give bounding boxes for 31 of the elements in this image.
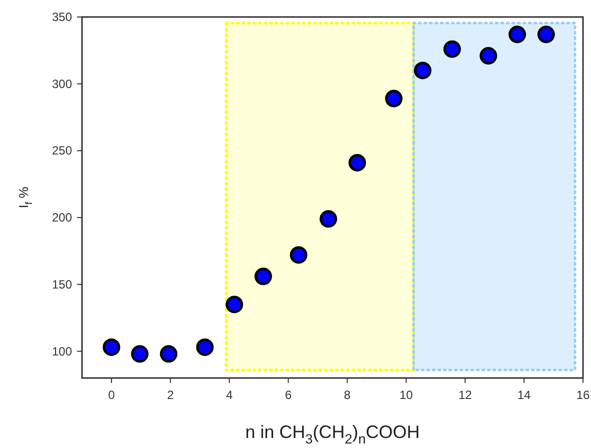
point: [254, 268, 272, 286]
point: [320, 210, 338, 228]
point: [385, 90, 403, 108]
point: [196, 338, 214, 356]
point: [348, 154, 366, 172]
y-tick-label: 200: [52, 210, 72, 225]
point: [131, 345, 149, 363]
x-tick-label: 10: [399, 388, 414, 402]
point: [508, 26, 526, 44]
point: [414, 62, 432, 80]
point: [226, 296, 244, 314]
point: [102, 338, 120, 356]
x-tick-label: 8: [344, 388, 351, 402]
point: [290, 246, 308, 264]
y-tick-label: 250: [52, 144, 72, 158]
x-tick-label: 4: [226, 388, 234, 402]
y-tick-label: 150: [52, 277, 72, 292]
x-tick-label: 12: [458, 388, 472, 402]
point: [443, 40, 461, 58]
x-axis-title: n in CH$_{3}$(CH$_{2}$)$_{n}$COOH: [245, 422, 420, 446]
x-tick-label: 16: [576, 388, 590, 402]
point: [537, 26, 555, 44]
x-tick-label: 2: [167, 388, 174, 402]
y-tick-label: 100: [52, 344, 72, 358]
point: [160, 345, 178, 363]
y-tick-label: 350: [52, 10, 72, 24]
x-tick-label: 6: [284, 388, 292, 402]
point: [480, 47, 498, 65]
x-tick-label: 14: [517, 388, 532, 402]
y-tick-label: 300: [52, 76, 72, 91]
x-tick-label: 0: [108, 388, 116, 402]
